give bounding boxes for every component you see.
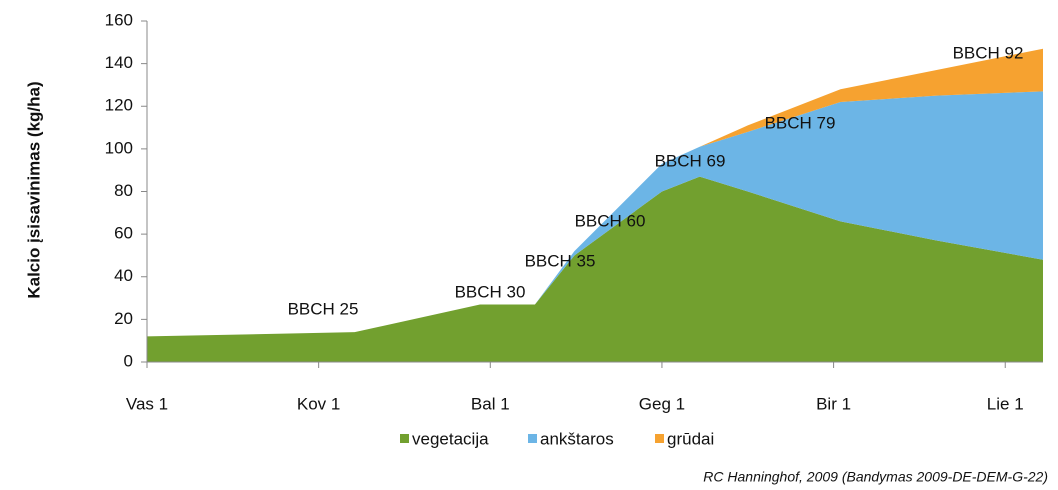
annotation: BBCH 92 (953, 43, 1024, 62)
source-note: RC Hanninghof, 2009 (Bandymas 2009-DE-DE… (703, 469, 1048, 485)
annotation: BBCH 69 (655, 151, 726, 170)
x-tick-label: Vas 1 (126, 394, 168, 413)
annotation: BBCH 25 (288, 299, 359, 318)
annotation: BBCH 79 (765, 113, 836, 132)
x-tick-label: Bir 1 (816, 394, 851, 413)
x-tick-label: Lie 1 (987, 394, 1024, 413)
legend-label: grūdai (667, 429, 714, 448)
annotation: BBCH 30 (455, 282, 526, 301)
legend-label: vegetacija (412, 429, 489, 448)
x-tick-label: Kov 1 (297, 394, 340, 413)
x-tick-label: Bal 1 (471, 394, 510, 413)
area (147, 176, 1043, 362)
y-tick-label: 60 (114, 224, 133, 243)
legend-label: ankštaros (540, 429, 614, 448)
legend-swatch (528, 434, 537, 443)
y-tick-label: 120 (105, 96, 133, 115)
y-axis-label: Kalcio įsisavinimas (kg/ha) (24, 81, 43, 298)
legend-swatch (400, 434, 409, 443)
legend-swatch (655, 434, 664, 443)
x-tick-label: Geg 1 (639, 394, 685, 413)
annotation: BBCH 60 (575, 211, 646, 230)
annotation: BBCH 35 (525, 251, 596, 270)
y-tick-label: 100 (105, 138, 133, 157)
y-tick-label: 40 (114, 266, 133, 285)
area (147, 91, 1043, 337)
y-tick-label: 160 (105, 10, 133, 29)
y-tick-label: 140 (105, 53, 133, 72)
area (147, 48, 1043, 337)
y-tick-label: 80 (114, 181, 133, 200)
y-tick-label: 0 (124, 351, 133, 370)
y-tick-label: 20 (114, 309, 133, 328)
